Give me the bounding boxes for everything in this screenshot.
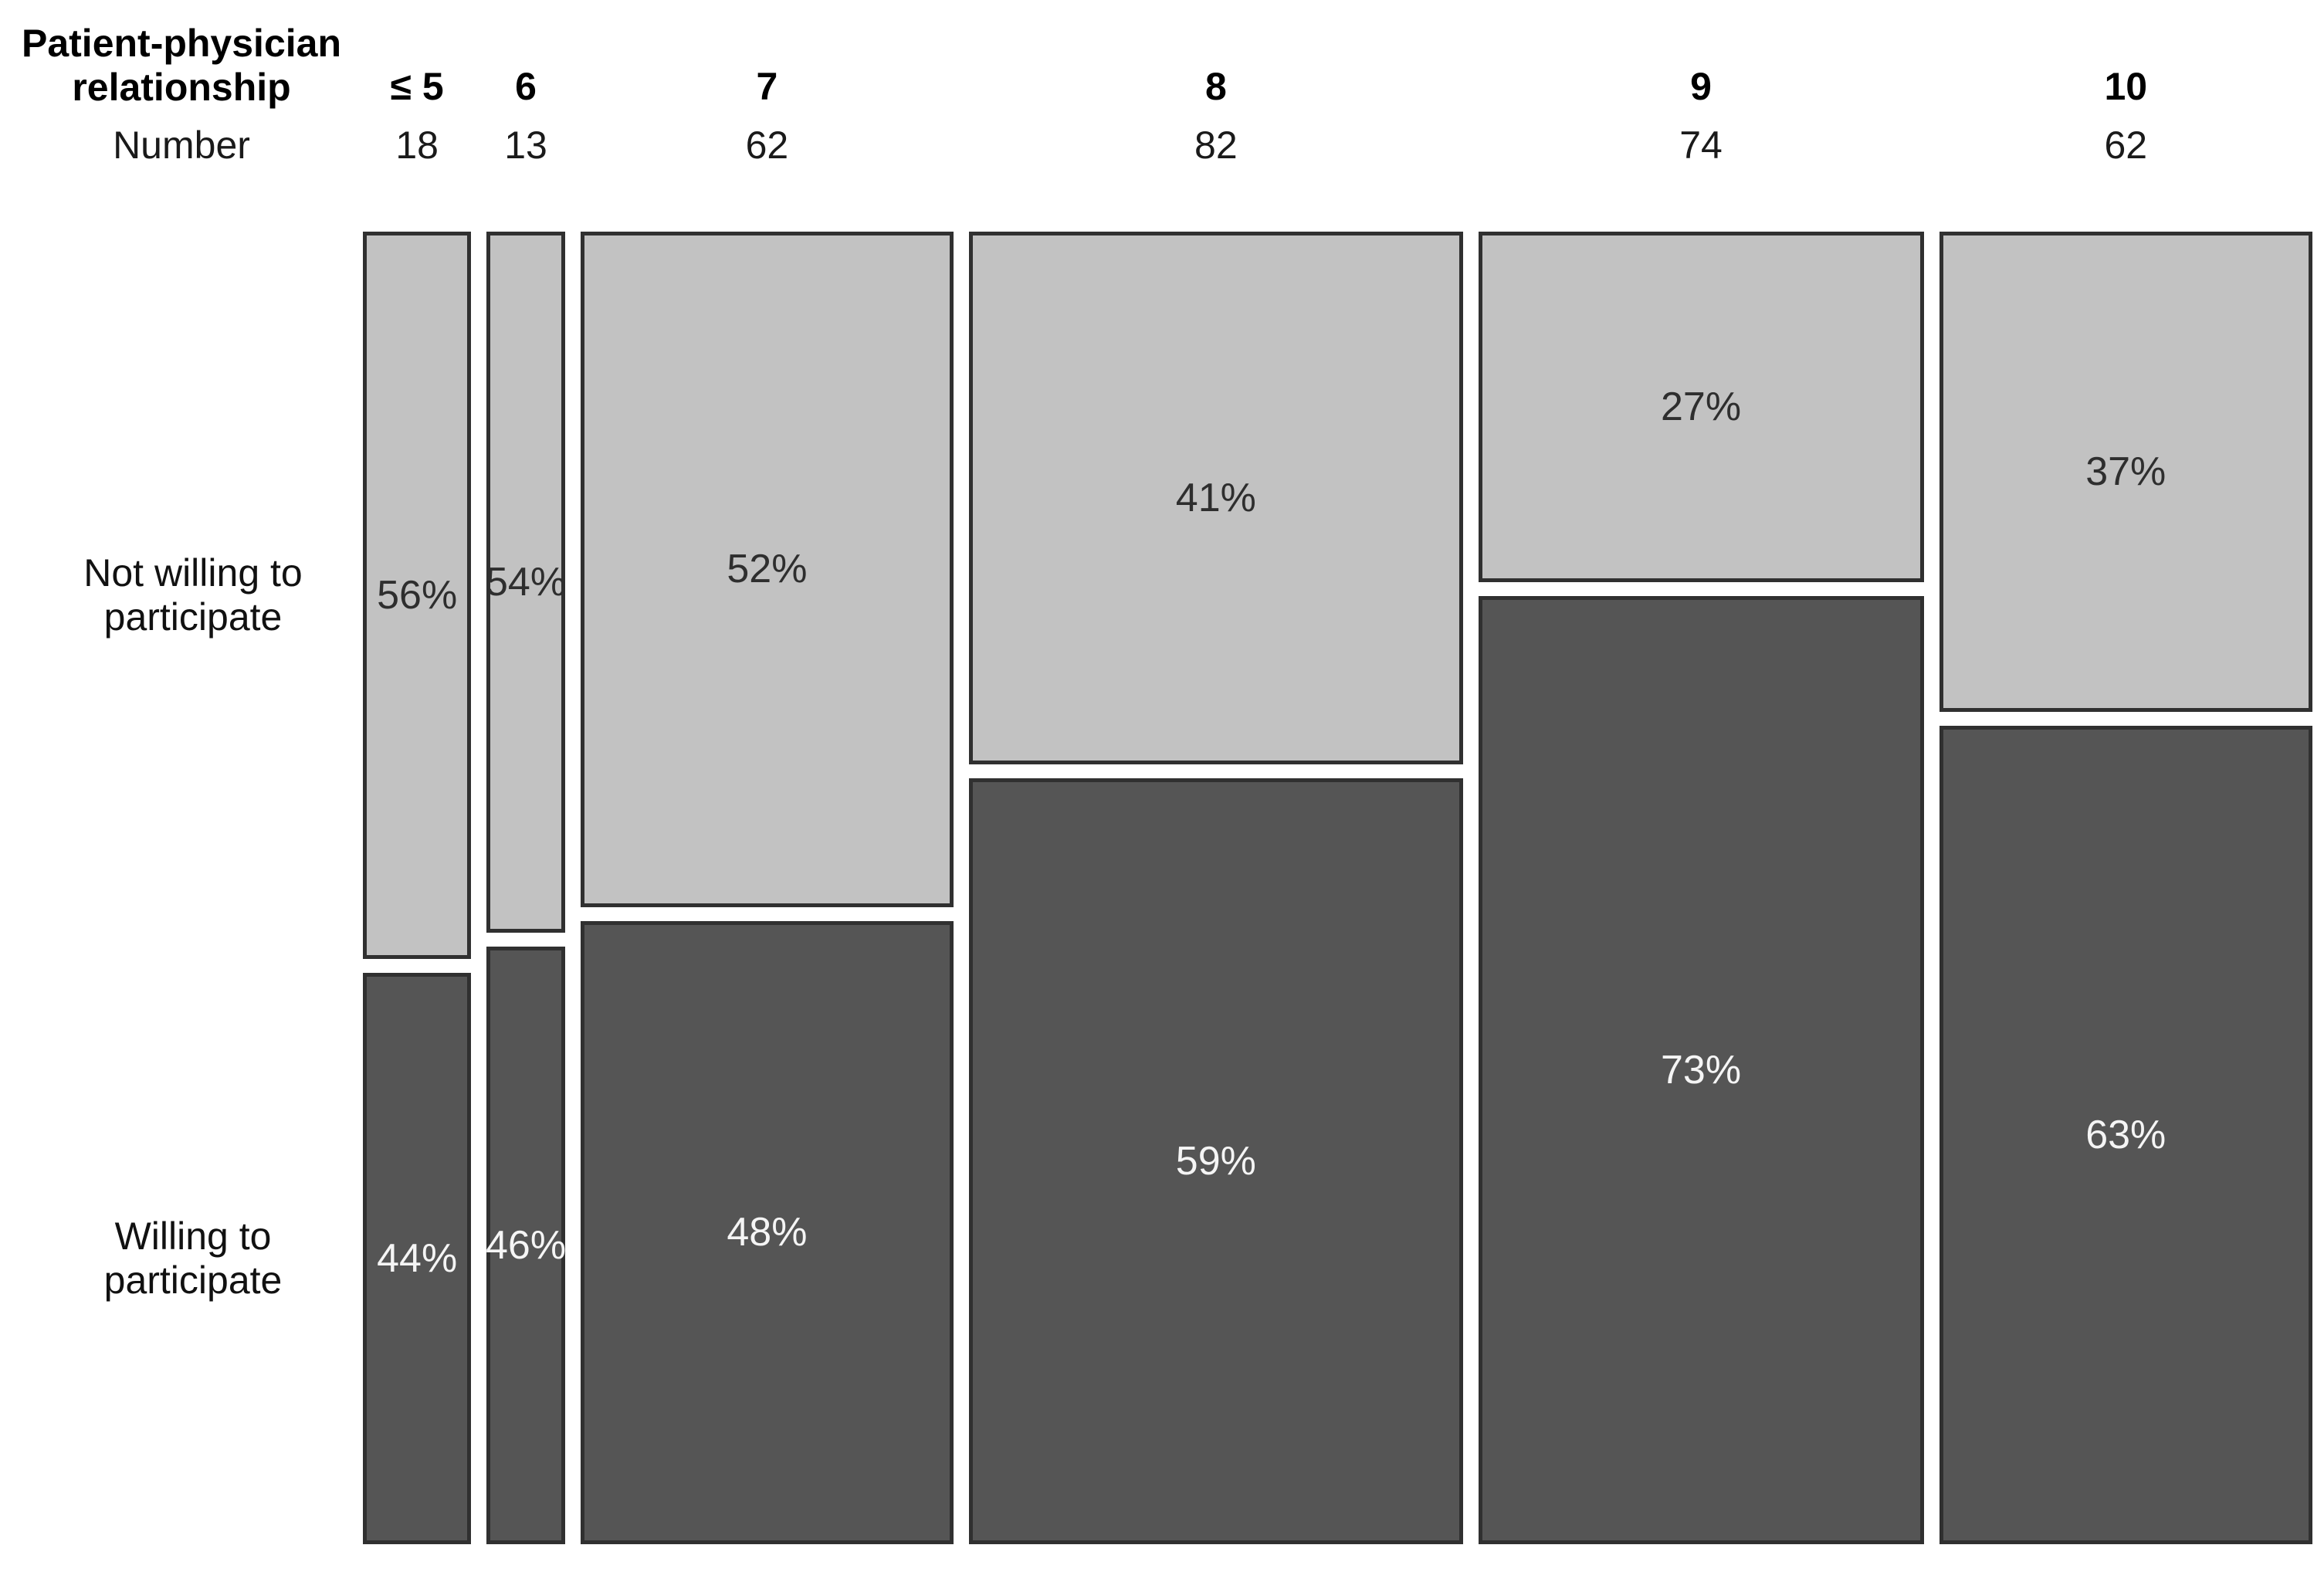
count-row-label: Number xyxy=(113,124,250,167)
segment-percent-label: 56% xyxy=(377,572,458,618)
column-count: 74 xyxy=(1679,124,1723,167)
segment-not-willing: 37% xyxy=(1939,232,2312,713)
segment-willing: 59% xyxy=(969,778,1463,1544)
segment-not-willing: 54% xyxy=(485,232,567,933)
segment-percent-label: 46% xyxy=(485,1223,567,1269)
mosaic-column: 41% 59% xyxy=(969,232,1463,1544)
column-label: ≤ 5 xyxy=(390,65,444,108)
row-label-willing: Willing to participate xyxy=(23,1215,363,1303)
mosaic-column: 52% 48% xyxy=(580,232,954,1544)
column-count: 13 xyxy=(504,124,547,167)
column-count: 82 xyxy=(1194,124,1238,167)
column-count: 62 xyxy=(2104,124,2148,167)
segment-not-willing: 56% xyxy=(363,232,472,959)
row-header-line2: relationship xyxy=(72,66,291,109)
column-count: 62 xyxy=(745,124,789,167)
segment-not-willing: 27% xyxy=(1478,232,1924,583)
segment-percent-label: 54% xyxy=(485,560,567,605)
mosaic-column: 54% 46% xyxy=(485,232,567,1544)
column-label: 8 xyxy=(1204,65,1227,108)
segment-percent-label: 27% xyxy=(1661,385,1742,430)
row-label-line: Not willing to xyxy=(83,551,303,595)
column-label: 7 xyxy=(756,65,778,108)
mosaic-column: 56% 44% xyxy=(363,232,472,1544)
mosaic-column: 27% 73% xyxy=(1478,232,1924,1544)
column-count: 18 xyxy=(395,124,439,167)
segment-percent-label: 63% xyxy=(2085,1113,2166,1158)
segment-not-willing: 52% xyxy=(580,232,954,907)
column-label: 6 xyxy=(515,65,537,108)
segment-percent-label: 37% xyxy=(2085,449,2166,495)
segment-willing: 48% xyxy=(580,920,954,1544)
segment-percent-label: 41% xyxy=(1175,475,1256,520)
segment-percent-label: 73% xyxy=(1661,1048,1742,1093)
segment-willing: 63% xyxy=(1939,726,2312,1544)
row-label-line: participate xyxy=(103,595,283,639)
row-header-line1: Patient-physician xyxy=(22,22,341,65)
row-label-not-willing: Not willing to participate xyxy=(23,551,363,639)
mosaic-column: 37% 63% xyxy=(1939,232,2312,1544)
row-label-line: Willing to xyxy=(114,1214,272,1258)
segment-percent-label: 48% xyxy=(727,1210,808,1255)
segment-percent-label: 59% xyxy=(1175,1138,1256,1184)
segment-willing: 44% xyxy=(363,972,472,1544)
segment-willing: 46% xyxy=(485,947,567,1544)
row-header: Patient-physician relationship xyxy=(12,22,351,110)
column-label: 9 xyxy=(1690,65,1712,108)
segment-percent-label: 52% xyxy=(727,547,808,592)
segment-percent-label: 44% xyxy=(377,1235,458,1281)
row-label-line: participate xyxy=(103,1258,283,1302)
segment-willing: 73% xyxy=(1478,596,1924,1544)
segment-not-willing: 41% xyxy=(969,232,1463,764)
plot-area: 56% 44% 54% 46% 52% 48% 41% 59% 27% 73% 37% 63% xyxy=(363,232,2312,1544)
column-label: 10 xyxy=(2104,65,2148,108)
